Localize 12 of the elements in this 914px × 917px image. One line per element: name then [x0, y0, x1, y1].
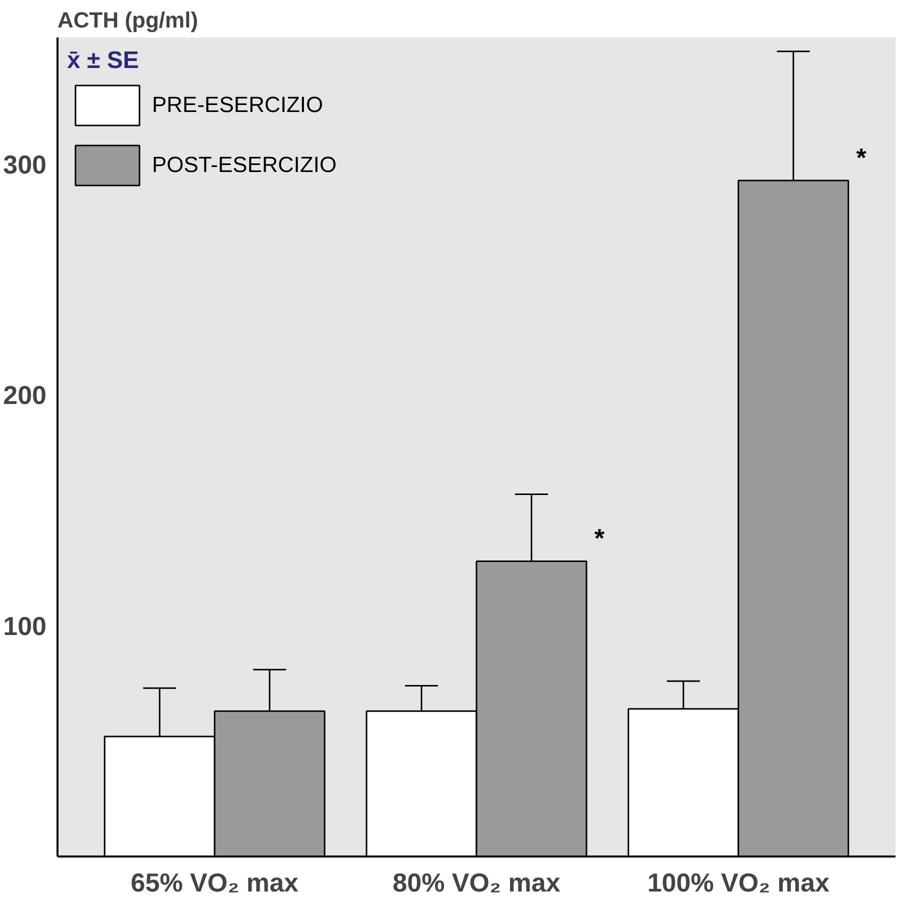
annotation: *	[594, 523, 606, 554]
legend-label: POST-ESERCIZIO	[152, 152, 337, 178]
legend-label: PRE-ESERCIZIO	[152, 92, 324, 118]
y-tick-label: 200	[3, 380, 47, 410]
legend-title: x̄ ± SE	[67, 47, 140, 75]
x-tick-label: 100% VO₂ max	[647, 868, 830, 898]
y-tick-label: 100	[3, 610, 47, 641]
y-axis-title: ACTH (pg/ml)	[58, 8, 198, 32]
x-tick-label: 80% VO₂ max	[392, 868, 561, 898]
x-tick-label: 65% VO₂ max	[130, 868, 299, 898]
annotation: *	[856, 142, 868, 173]
y-tick-label: 300	[3, 149, 47, 180]
